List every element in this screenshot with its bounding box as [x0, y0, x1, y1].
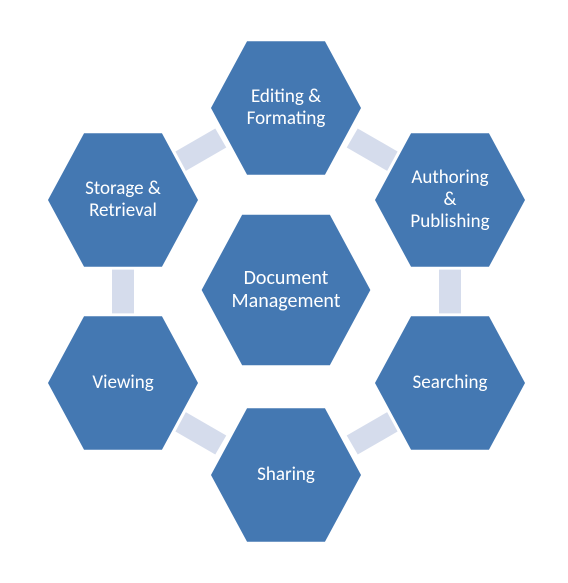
hex-center-shape: Document Management	[196, 210, 376, 370]
hex-storage-label: Storage & Retrieval	[75, 178, 171, 222]
hex-sharing-label: Sharing	[247, 464, 325, 486]
hex-viewing-shape: Viewing	[43, 312, 203, 454]
hex-center: Document Management	[196, 210, 376, 370]
hex-sharing: Sharing	[206, 404, 366, 546]
hex-authoring-label: Authoring & Publishing	[400, 167, 499, 233]
hex-searching: Searching	[370, 312, 530, 454]
hex-viewing-label: Viewing	[82, 372, 163, 394]
hex-editing-label: Editing & Formating	[237, 86, 336, 130]
hex-sharing-shape: Sharing	[206, 404, 366, 546]
hex-center-label: Document Management	[222, 267, 351, 313]
hex-editing: Editing & Formating	[206, 37, 366, 179]
hex-searching-shape: Searching	[370, 312, 530, 454]
connector-authoring-searching	[439, 267, 461, 315]
connector-viewing-storage	[112, 267, 134, 315]
hex-searching-label: Searching	[403, 372, 498, 394]
hex-authoring-shape: Authoring & Publishing	[370, 129, 530, 271]
hex-viewing: Viewing	[43, 312, 203, 454]
hex-storage: Storage & Retrieval	[43, 129, 203, 271]
hex-editing-shape: Editing & Formating	[206, 37, 366, 179]
hex-storage-shape: Storage & Retrieval	[43, 129, 203, 271]
document-management-diagram: Document Management Editing & Formating …	[0, 0, 568, 583]
hex-authoring: Authoring & Publishing	[370, 129, 530, 271]
